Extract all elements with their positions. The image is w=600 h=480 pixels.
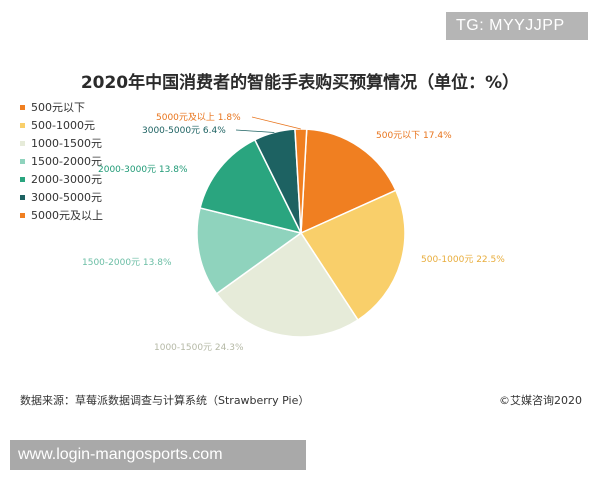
legend-item: 2000-3000元 [20,170,103,188]
legend-label: 500元以下 [31,101,85,114]
legend-label: 2000-3000元 [31,173,102,186]
pie-data-label: 3000-5000元 6.4% [142,126,226,136]
pie-data-label: 2000-3000元 13.8% [98,165,188,175]
legend-swatch-3 [20,158,25,164]
pie-data-label: 500-1000元 22.5% [421,255,505,265]
legend-label: 500-1000元 [31,119,95,132]
legend-swatch-0 [20,104,25,110]
legend-item: 3000-5000元 [20,188,103,206]
pie-slices [196,128,406,338]
legend-item: 1000-1500元 [20,134,103,152]
pie-data-label: 5000元及以上 1.8% [156,112,241,123]
pie-slice [215,231,359,338]
legend-swatch-5 [20,194,25,200]
url-watermark-banner: www.login-mangosports.com [10,440,306,470]
pie-slice [196,207,303,295]
chart-title: 2020年中国消费者的智能手表购买预算情况（单位：%） [80,73,520,93]
copyright-note: ©艾媒咨询2020 [499,394,582,407]
legend-label: 3000-5000元 [31,191,102,204]
telegram-watermark-badge: TG: MYYJJPP [446,12,588,40]
legend-swatch-6 [20,212,25,218]
pie-data-label: 1500-2000元 13.8% [82,258,172,268]
data-labels: 500元以下 17.4% 500-1000元 22.5% 1000-1500元 24… [82,112,505,353]
legend-item: 1500-2000元 [20,152,103,170]
data-source-note: 数据来源：草莓派数据调查与计算系统（Strawberry Pie） [20,394,310,407]
pie-slice [199,138,303,235]
legend-swatch-1 [20,122,25,128]
pie-slice [299,189,406,322]
chart-legend: 500元以下 500-1000元 1000-1500元 1500-2000元 2… [20,98,103,224]
leader-lines [235,116,301,133]
pie-slice [300,128,397,235]
legend-label: 1000-1500元 [31,137,102,150]
pie-data-label: 500元以下 17.4% [376,131,452,141]
legend-swatch-2 [20,140,25,146]
legend-label: 1500-2000元 [31,155,102,168]
leader-line [235,129,275,133]
legend-item: 500元以下 [20,98,103,116]
legend-label: 5000元及以上 [31,209,103,222]
leader-line [251,116,301,130]
legend-item: 5000元及以上 [20,206,103,224]
legend-item: 500-1000元 [20,116,103,134]
legend-swatch-4 [20,176,25,182]
pie-data-label: 1000-1500元 24.3% [154,343,244,353]
